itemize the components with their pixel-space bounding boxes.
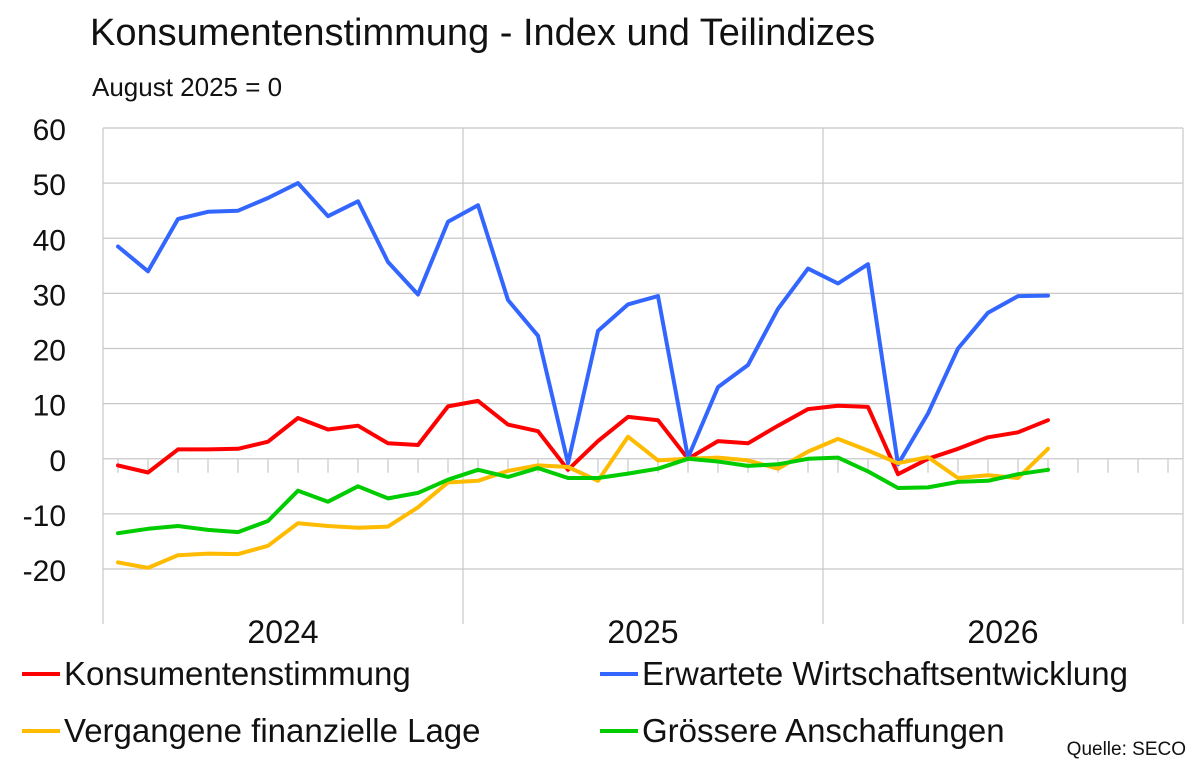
y-tick-label: 60 <box>33 114 66 147</box>
legend-swatch-vergangene-finanzielle-lage <box>22 729 60 733</box>
y-tick-label: -20 <box>23 555 66 588</box>
source-note: Quelle: SECO <box>1066 739 1186 760</box>
legend-item-konsumentenstimmung: Konsumentenstimmung <box>22 655 411 693</box>
legend-item-vergangene-finanzielle-lage: Vergangene finanzielle Lage <box>22 712 481 750</box>
series-line-0 <box>116 398 1050 477</box>
chart-subtitle: August 2025 = 0 <box>92 72 283 102</box>
y-tick-label: 50 <box>33 169 66 202</box>
legend-label-erwartete-wirtschaftsentwicklung: Erwartete Wirtschaftsentwicklung <box>642 655 1128 692</box>
x-year-label: 2024 <box>247 614 318 650</box>
y-tick-label: 20 <box>33 335 66 368</box>
x-year-label: 2026 <box>967 614 1038 650</box>
legend-swatch-konsumentenstimmung <box>22 672 60 676</box>
series-line-3 <box>116 455 1050 536</box>
y-tick-label: 30 <box>33 279 66 312</box>
series-line-2 <box>116 434 1050 570</box>
x-year-label: 2025 <box>607 614 678 650</box>
legend-swatch-erwartete-wirtschaftsentwicklung <box>600 672 638 676</box>
legend-label-groessere-anschaffungen: Grössere Anschaffungen <box>642 712 1005 749</box>
y-tick-label: 40 <box>33 224 66 257</box>
y-tick-label: -10 <box>23 500 66 533</box>
legend-label-vergangene-finanzielle-lage: Vergangene finanzielle Lage <box>64 712 481 749</box>
legend-swatch-groessere-anschaffungen <box>600 729 638 733</box>
legend-item-erwartete-wirtschaftsentwicklung: Erwartete Wirtschaftsentwicklung <box>600 655 1128 693</box>
legend-item-groessere-anschaffungen: Grössere Anschaffungen <box>600 712 1005 750</box>
legend-label-konsumentenstimmung: Konsumentenstimmung <box>64 655 411 692</box>
chart-title: Konsumentenstimmung - Index und Teilindi… <box>90 12 876 54</box>
y-tick-label: 10 <box>33 390 66 423</box>
y-tick-label: 0 <box>49 445 66 478</box>
series-line-1 <box>116 181 1050 467</box>
